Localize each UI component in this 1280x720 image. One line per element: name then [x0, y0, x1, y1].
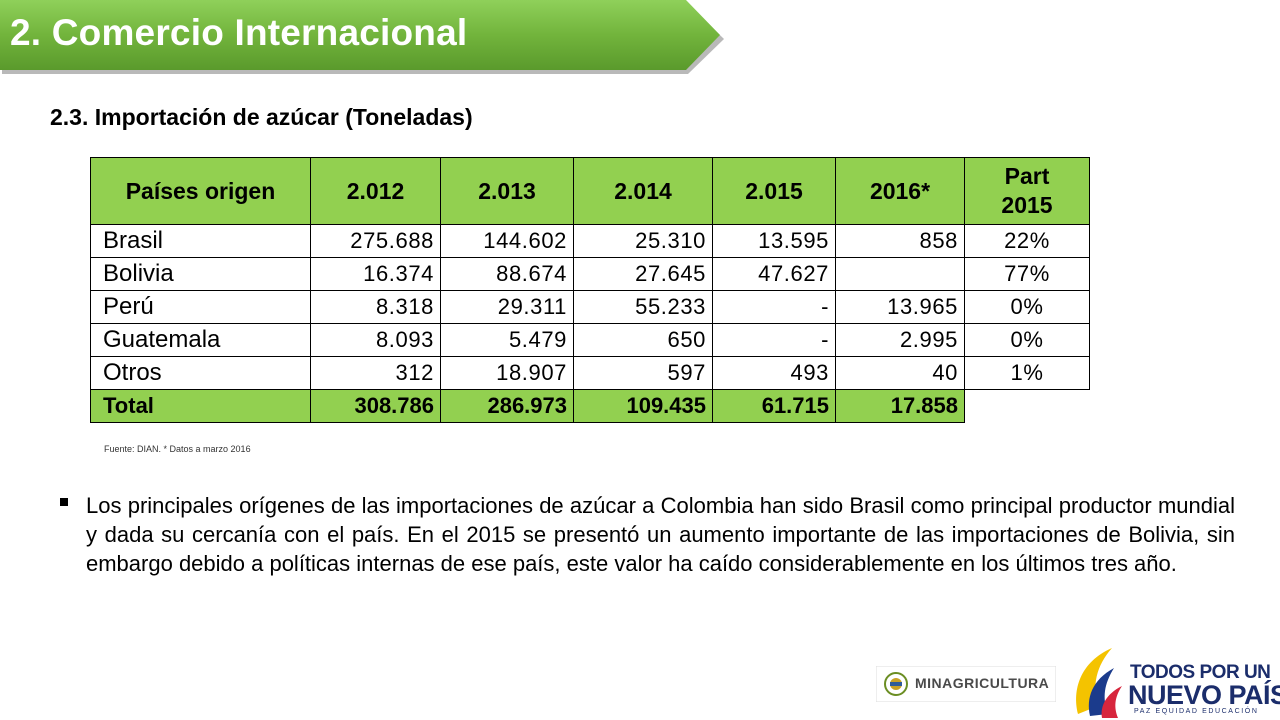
value-cell: 493 — [712, 356, 836, 390]
minagricultura-text: MINAGRICULTURA — [915, 675, 1050, 691]
value-cell: 144.602 — [440, 224, 574, 258]
bullet-square-icon — [60, 498, 68, 506]
value-cell: 88.674 — [440, 257, 574, 291]
column-header: 2.012 — [310, 157, 441, 225]
value-cell: 13.595 — [712, 224, 836, 258]
section-subtitle: 2.3. Importación de azúcar (Toneladas) — [50, 104, 473, 130]
column-header-part: Part 2015 — [964, 157, 1090, 225]
total-value-cell: 286.973 — [440, 389, 574, 423]
bullet-text: Los principales orígenes de las importac… — [86, 493, 1235, 576]
title-banner: 2. Comercio Internacional — [0, 0, 724, 74]
part-cell: 0% — [964, 290, 1090, 324]
value-cell: - — [712, 323, 836, 357]
value-cell: 312 — [310, 356, 441, 390]
table-row: Brasil 275.688 144.602 25.310 13.595 858… — [90, 224, 1090, 258]
value-cell: 16.374 — [310, 257, 441, 291]
value-cell: 650 — [573, 323, 713, 357]
todos-por-un-nuevo-pais-logo: TODOS POR UN NUEVO PAÍS PAZ EQUIDAD EDUC… — [1068, 644, 1280, 720]
value-cell: 8.318 — [310, 290, 441, 324]
value-cell: 18.907 — [440, 356, 574, 390]
value-cell: 47.627 — [712, 257, 836, 291]
country-cell: Guatemala — [90, 323, 311, 357]
table-total-row: Total 308.786 286.973 109.435 61.715 17.… — [90, 389, 1090, 423]
table-row: Otros 312 18.907 597 493 40 1% — [90, 356, 1090, 390]
banner-arrow-shape — [0, 0, 724, 74]
country-cell: Perú — [90, 290, 311, 324]
country-cell: Otros — [90, 356, 311, 390]
value-cell: 13.965 — [835, 290, 965, 324]
logo-line-2: NUEVO PAÍS — [1128, 680, 1280, 710]
part-cell: 0% — [964, 323, 1090, 357]
total-value-cell: 109.435 — [573, 389, 713, 423]
value-cell: 55.233 — [573, 290, 713, 324]
total-value-cell: 308.786 — [310, 389, 441, 423]
total-label: Total — [90, 389, 311, 423]
value-cell: 27.645 — [573, 257, 713, 291]
table-header-row: Países origen 2.012 2.013 2.014 2.015 20… — [90, 157, 1090, 225]
column-header: 2.013 — [440, 157, 574, 225]
value-cell: 25.310 — [573, 224, 713, 258]
source-note: Fuente: DIAN. * Datos a marzo 2016 — [104, 444, 251, 454]
import-table: Países origen 2.012 2.013 2.014 2.015 20… — [90, 157, 1090, 423]
country-cell: Brasil — [90, 224, 311, 258]
total-value-cell: 17.858 — [835, 389, 965, 423]
column-header: 2016* — [835, 157, 965, 225]
column-header: 2.015 — [712, 157, 836, 225]
country-cell: Bolivia — [90, 257, 311, 291]
part-cell: 1% — [964, 356, 1090, 390]
table-row: Guatemala 8.093 5.479 650 - 2.995 0% — [90, 323, 1090, 357]
value-cell — [835, 257, 965, 291]
value-cell: 858 — [835, 224, 965, 258]
part-header-line: 2015 — [1001, 192, 1053, 218]
total-value-cell: 61.715 — [712, 389, 836, 423]
part-cell: 77% — [964, 257, 1090, 291]
table-row: Bolivia 16.374 88.674 27.645 47.627 77% — [90, 257, 1090, 291]
colombia-swoosh-icon — [1076, 648, 1122, 718]
value-cell: 8.093 — [310, 323, 441, 357]
part-header-line: Part — [1004, 163, 1050, 189]
table-row: Perú 8.318 29.311 55.233 - 13.965 0% — [90, 290, 1090, 324]
part-cell: 22% — [964, 224, 1090, 258]
value-cell: 597 — [573, 356, 713, 390]
logo-line-3: PAZ EQUIDAD EDUCACIÓN — [1134, 708, 1259, 715]
value-cell: - — [712, 290, 836, 324]
value-cell: 40 — [835, 356, 965, 390]
value-cell: 2.995 — [835, 323, 965, 357]
page-title: 2. Comercio Internacional — [10, 12, 468, 53]
logo-line-1: TODOS POR UN — [1130, 662, 1271, 683]
column-header: 2.014 — [573, 157, 713, 225]
empty-cell — [964, 389, 1090, 423]
value-cell: 5.479 — [440, 323, 574, 357]
bullet-paragraph: Los principales orígenes de las importac… — [60, 491, 1235, 578]
value-cell: 29.311 — [440, 290, 574, 324]
column-header: Países origen — [90, 157, 311, 225]
value-cell: 275.688 — [310, 224, 441, 258]
